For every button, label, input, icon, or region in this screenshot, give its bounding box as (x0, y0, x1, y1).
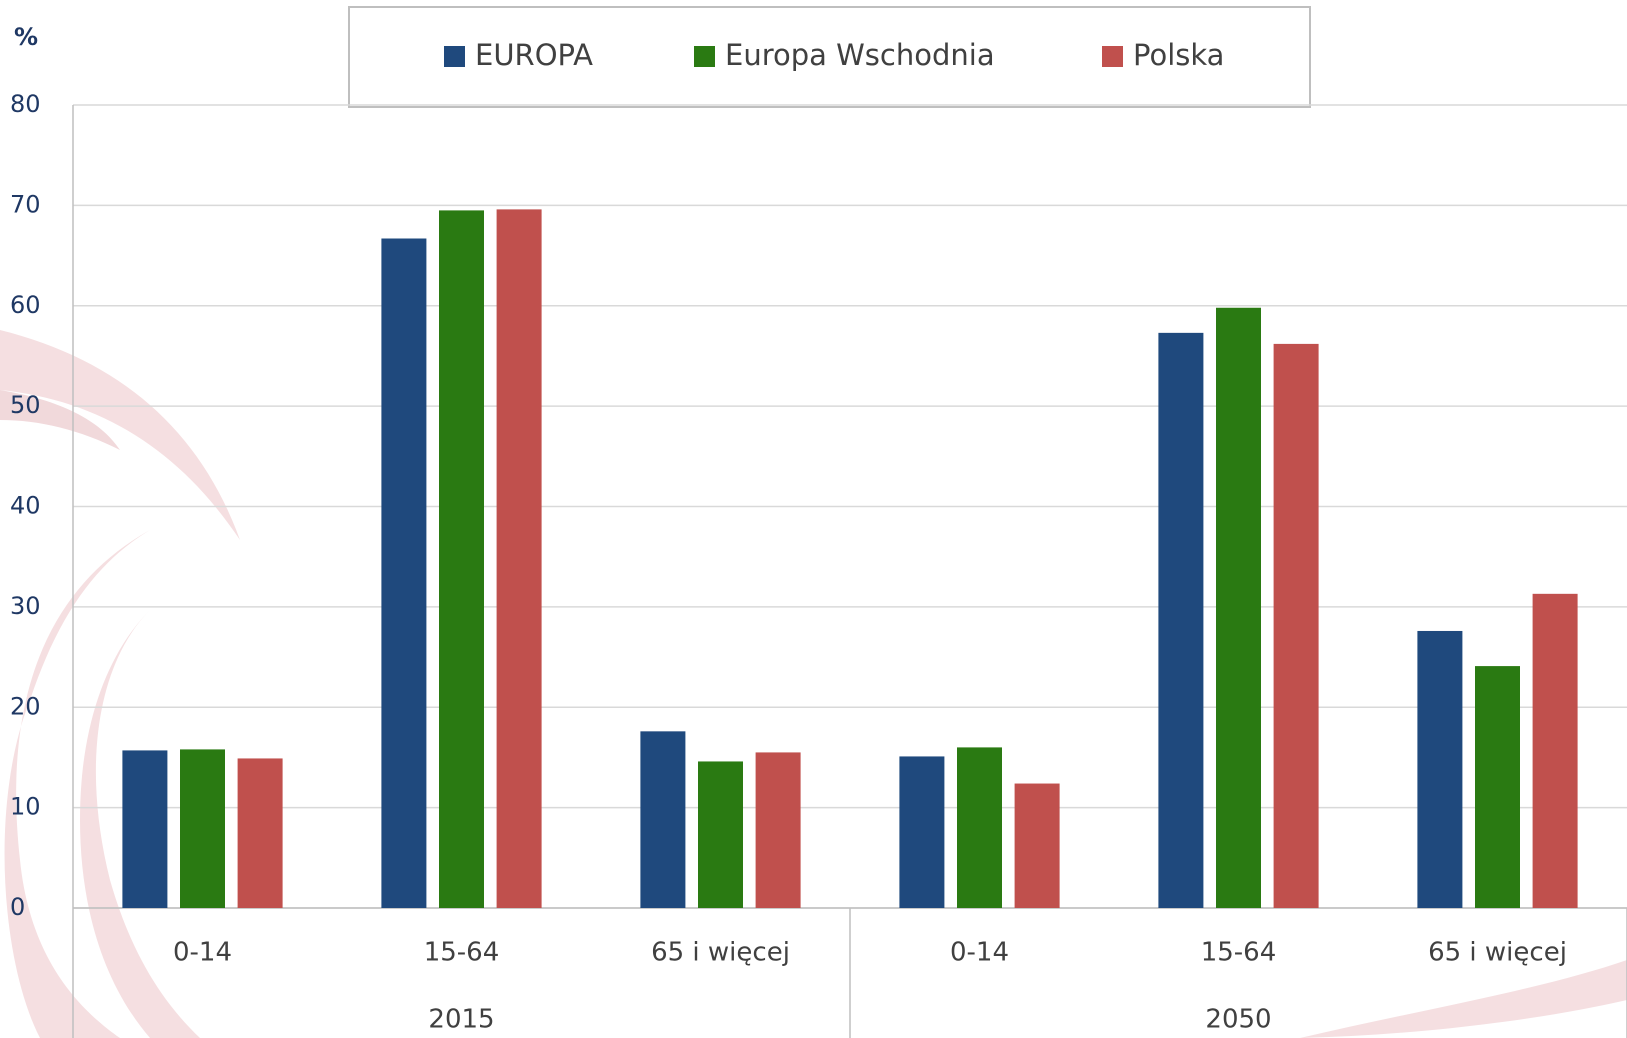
legend-swatch (444, 46, 465, 67)
legend-swatch (1102, 46, 1123, 67)
legend-swatch (694, 46, 715, 67)
x-tick-label: 0-14 (173, 938, 232, 968)
bar (1475, 666, 1520, 908)
y-tick-label: 30 (10, 592, 41, 620)
bar (496, 209, 542, 908)
bar (640, 731, 686, 908)
x-tick-label: 0-14 (950, 938, 1009, 968)
legend-label: Polska (1133, 38, 1224, 72)
x-tick-label: 15-64 (1201, 938, 1277, 968)
bar (122, 750, 168, 908)
x-tick-label: 65 i więcej (1428, 938, 1567, 968)
group-label: 2050 (1205, 1005, 1271, 1035)
bar (439, 210, 484, 909)
y-tick-label: 20 (10, 692, 41, 720)
bar (899, 756, 945, 908)
bar (957, 747, 1002, 908)
y-tick-label: 60 (10, 291, 41, 319)
group-label: 2015 (428, 1005, 494, 1035)
bar (381, 238, 427, 908)
y-tick-label: 70 (10, 190, 41, 218)
y-tick-label: 50 (10, 391, 41, 419)
x-tick-label: 15-64 (424, 938, 500, 968)
bar (1532, 593, 1578, 908)
y-tick-label: 10 (10, 793, 41, 821)
bar (1273, 343, 1319, 909)
background-decoration (0, 330, 1627, 1038)
bar (180, 749, 225, 908)
legend-box (348, 6, 1311, 108)
bar (1158, 332, 1204, 908)
bar (1417, 630, 1463, 908)
y-tick-label: 80 (10, 90, 41, 118)
y-axis-label: % (14, 23, 38, 51)
bar (698, 761, 743, 908)
bar (237, 758, 283, 908)
y-tick-label: 40 (10, 492, 41, 520)
y-tick-label: 0 (10, 893, 25, 921)
legend-label: EUROPA (475, 38, 593, 72)
legend-label: Europa Wschodnia (725, 38, 995, 72)
bar (1216, 307, 1261, 908)
x-tick-label: 65 i więcej (651, 938, 790, 968)
bar (1014, 783, 1060, 908)
bar (755, 752, 801, 908)
